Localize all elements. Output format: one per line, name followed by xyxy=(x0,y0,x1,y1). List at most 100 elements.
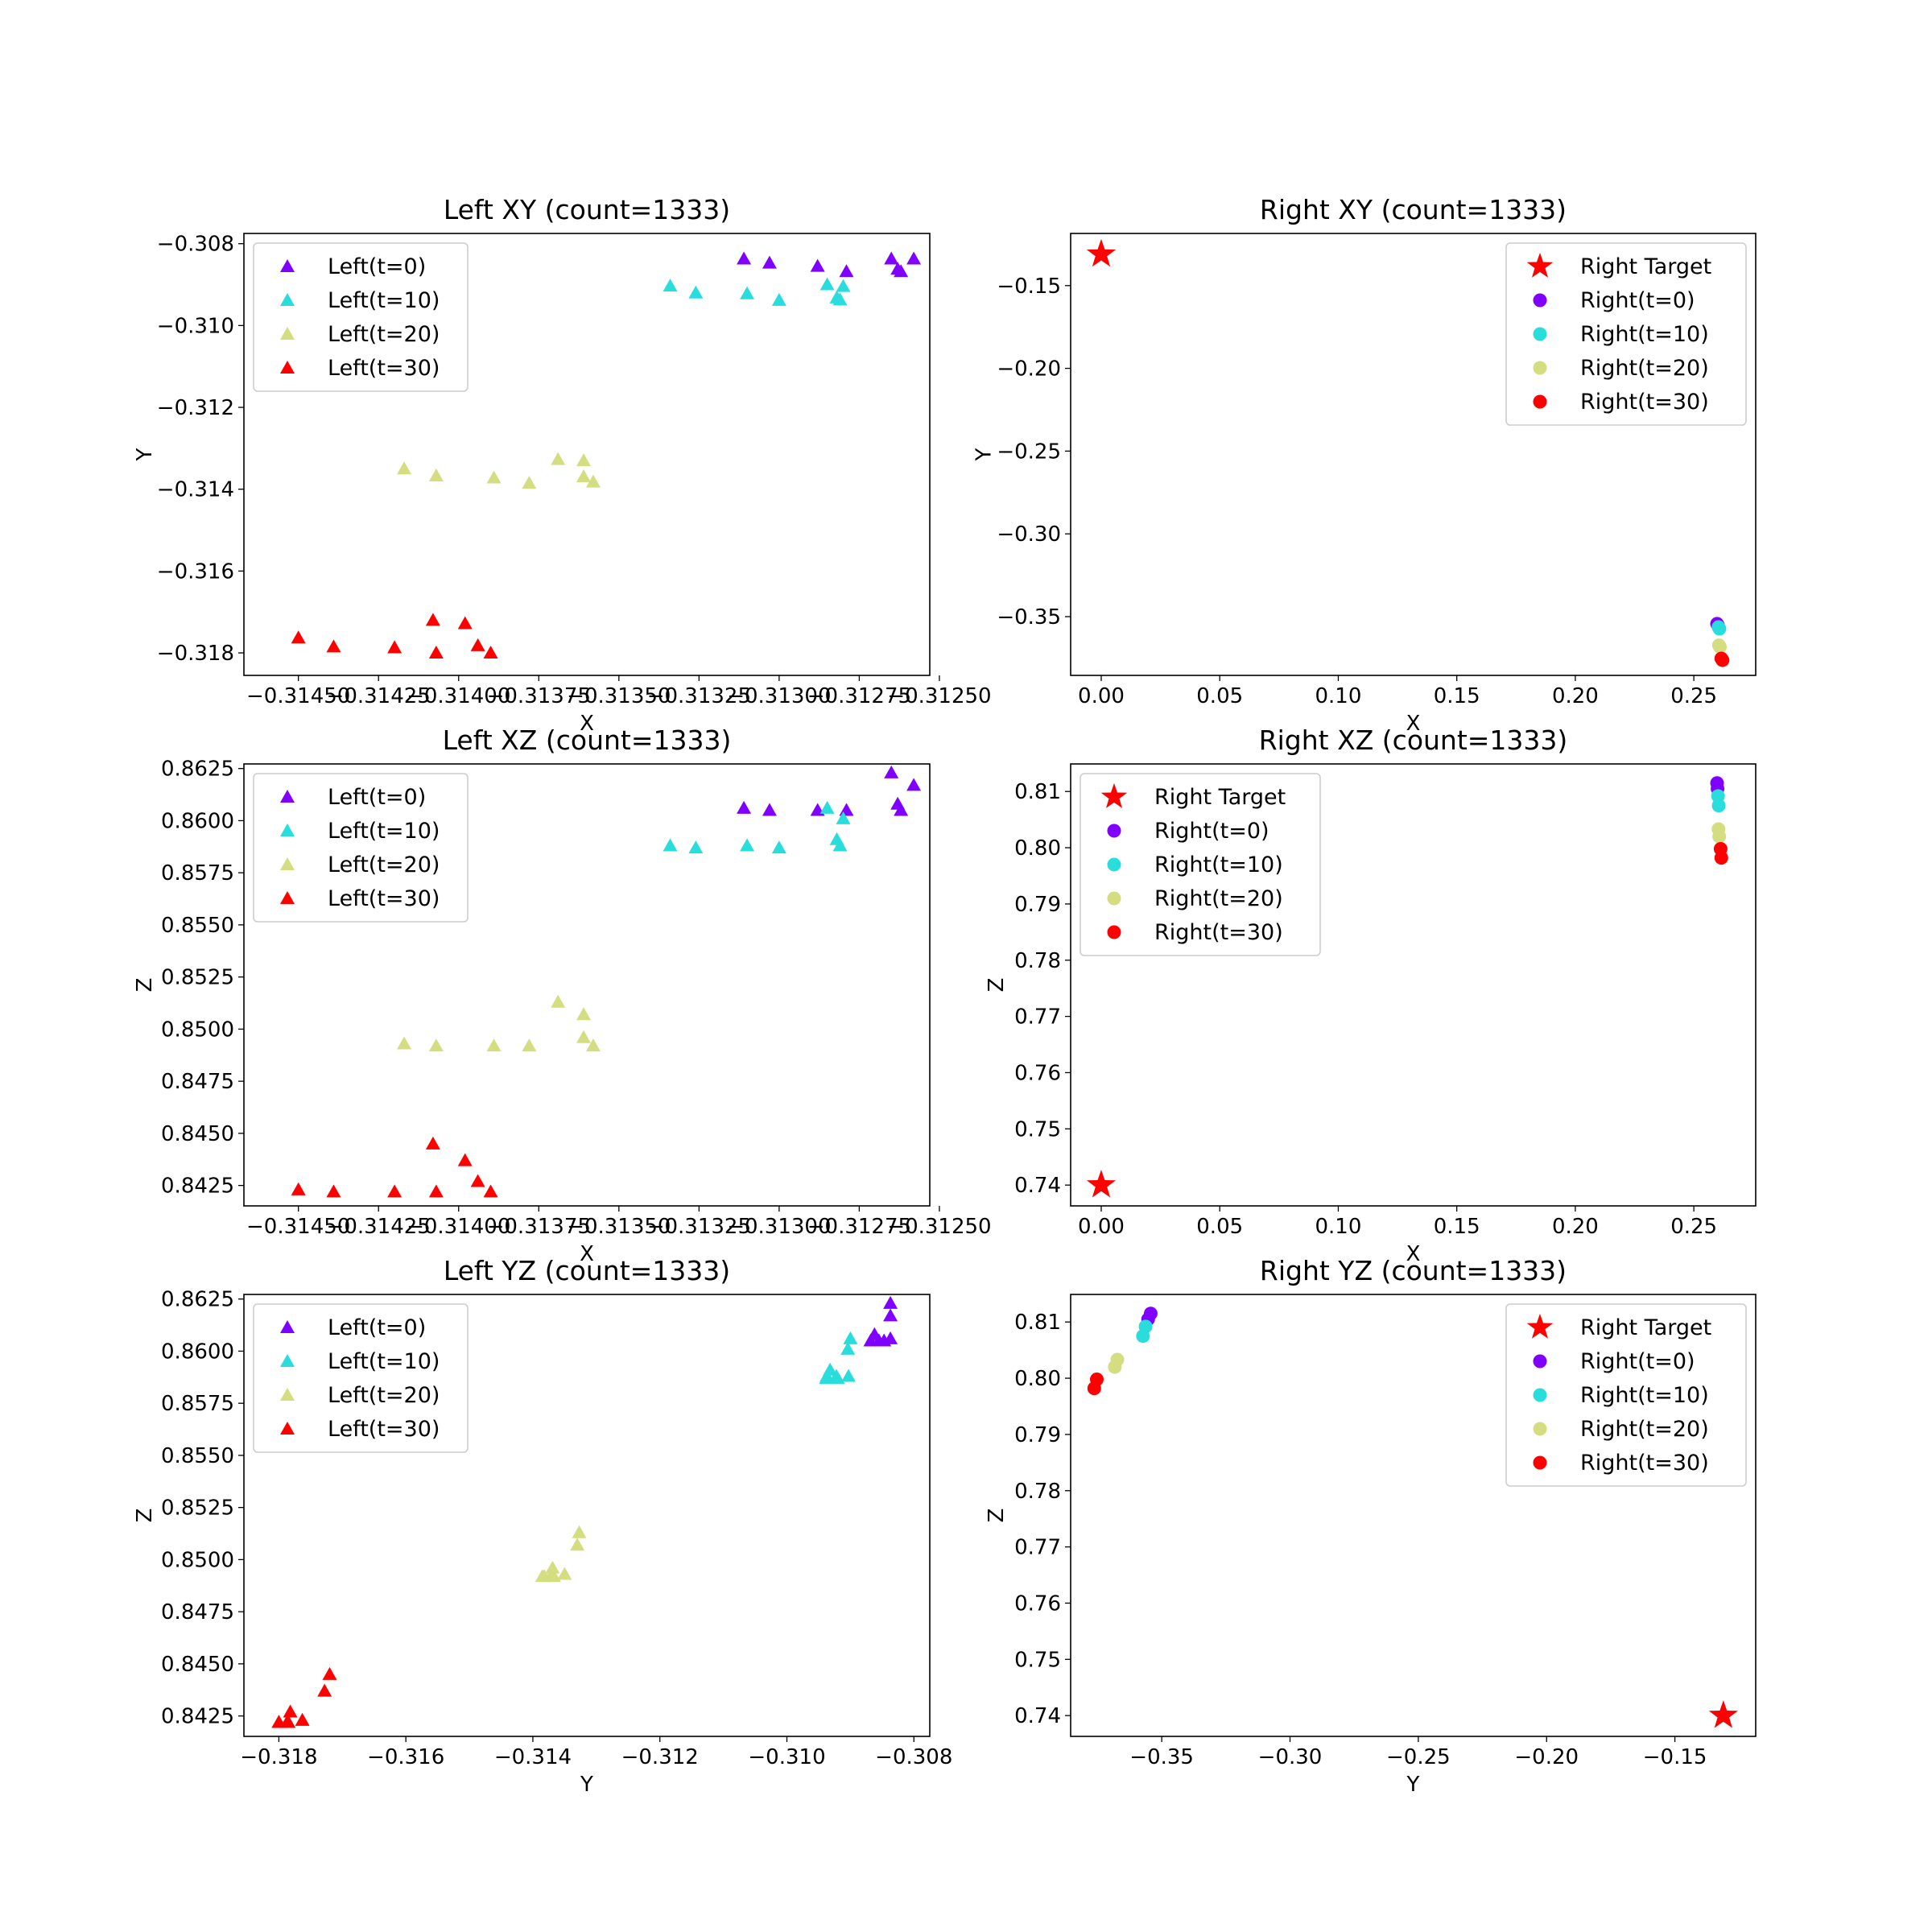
legend-label: Left(t=10) xyxy=(328,288,440,313)
legend: Right Target Right(t=0) Right(t=10) Right(t… xyxy=(1505,1303,1747,1487)
legend-marker xyxy=(280,259,295,273)
x-tick-label: 0.00 xyxy=(1078,1215,1125,1239)
legend-label: Right Target xyxy=(1580,1315,1711,1340)
data-point xyxy=(271,1715,287,1728)
legend-marker xyxy=(280,293,295,307)
x-tick-label: −0.20 xyxy=(1514,1745,1579,1769)
legend-marker xyxy=(1533,361,1547,375)
data-point xyxy=(1715,653,1730,667)
data-point xyxy=(819,277,835,291)
panel-left-xz: −0.31450−0.31425−0.31400−0.31375−0.31350… xyxy=(133,724,992,1266)
series-3-left-xy xyxy=(291,613,498,659)
x-tick-label: 0.05 xyxy=(1196,684,1243,708)
series-3-right-xz xyxy=(1711,822,1727,844)
series-3-left-yz xyxy=(271,1666,337,1728)
data-point xyxy=(522,1038,537,1052)
legend-box xyxy=(1505,242,1747,426)
y-tick-label: 0.8450 xyxy=(161,1653,234,1677)
data-point xyxy=(322,1666,337,1680)
y-tick-label: −0.312 xyxy=(157,396,234,420)
x-tick-label: 0.10 xyxy=(1315,1215,1362,1239)
y-tick-label: 0.8525 xyxy=(161,966,234,990)
data-point xyxy=(740,286,755,299)
data-point xyxy=(883,1295,898,1309)
x-tick-label: −0.31450 xyxy=(246,1215,350,1239)
panel-title: Left XZ (count=1333) xyxy=(443,724,732,756)
x-tick-label: −0.31250 xyxy=(887,1215,991,1239)
data-point xyxy=(551,994,566,1008)
y-axis-label: Y xyxy=(972,448,997,461)
legend-label: Right(t=30) xyxy=(1580,1451,1709,1476)
legend: Right Target Right(t=0) Right(t=10) Right(t… xyxy=(1505,242,1747,426)
y-tick-label: 0.79 xyxy=(1014,1423,1061,1447)
data-point xyxy=(841,1368,857,1382)
series-2-right-yz xyxy=(1136,1319,1153,1344)
y-tick-label: 0.77 xyxy=(1014,1536,1061,1560)
y-tick-label: 0.8625 xyxy=(161,1288,234,1312)
legend-marker xyxy=(280,361,295,374)
y-tick-label: 0.8575 xyxy=(161,861,234,886)
x-tick-label: −0.308 xyxy=(875,1745,952,1769)
legend-label: Right(t=0) xyxy=(1580,288,1695,313)
x-tick-label: −0.31425 xyxy=(327,1215,431,1239)
legend-marker xyxy=(1533,1422,1547,1436)
legend-label: Right(t=20) xyxy=(1154,886,1283,911)
data-point xyxy=(317,1683,332,1697)
y-tick-label: −0.310 xyxy=(157,314,234,338)
data-point xyxy=(486,1038,502,1052)
legend-label: Right(t=10) xyxy=(1154,852,1283,877)
data-point xyxy=(326,1184,341,1198)
y-axis-label: Y xyxy=(133,448,157,461)
series-4-right-yz xyxy=(1087,1372,1104,1396)
y-tick-label: 0.8500 xyxy=(161,1548,234,1572)
x-tick-label: −0.316 xyxy=(367,1745,444,1769)
data-point xyxy=(832,292,848,306)
legend-marker xyxy=(280,790,295,803)
legend-marker xyxy=(1100,782,1128,808)
legend-marker xyxy=(280,891,295,905)
data-point xyxy=(387,1184,402,1198)
series-0-left-xy xyxy=(737,251,922,278)
legend-label: Left(t=20) xyxy=(328,322,440,347)
y-tick-label: 0.8600 xyxy=(161,1340,234,1364)
data-point xyxy=(483,1184,498,1198)
x-tick-label: −0.31325 xyxy=(647,684,751,708)
x-tick-label: −0.31325 xyxy=(647,1215,751,1239)
data-point xyxy=(387,640,402,654)
x-tick-label: −0.15 xyxy=(1643,1745,1707,1769)
y-tick-label: 0.8475 xyxy=(161,1600,234,1624)
legend-label: Right(t=10) xyxy=(1580,322,1709,347)
y-tick-label: 0.8550 xyxy=(161,914,234,938)
series-1-left-yz xyxy=(819,1331,858,1385)
legend-marker xyxy=(280,1354,295,1368)
y-tick-label: −0.314 xyxy=(157,478,234,502)
data-point xyxy=(570,1538,585,1551)
y-tick-label: 0.8475 xyxy=(161,1070,234,1094)
x-axis-label: Y xyxy=(580,1773,593,1797)
y-tick-label: 0.76 xyxy=(1014,1591,1061,1616)
legend-label: Left(t=20) xyxy=(328,852,440,877)
data-point xyxy=(740,838,755,852)
legend-label: Left(t=30) xyxy=(328,886,440,911)
axes-frame xyxy=(1070,1294,1757,1737)
data-point xyxy=(906,251,922,265)
legend-marker xyxy=(1533,1388,1547,1402)
data-point xyxy=(545,1560,560,1574)
data-point xyxy=(551,452,566,465)
data-point xyxy=(428,646,444,659)
y-tick-label: 0.75 xyxy=(1014,1648,1061,1672)
x-tick-label: −0.310 xyxy=(748,1745,825,1769)
y-tick-label: 0.8425 xyxy=(161,1174,234,1199)
x-tick-label: −0.25 xyxy=(1386,1745,1451,1769)
data-point xyxy=(819,800,835,814)
data-point xyxy=(1714,851,1728,865)
legend: Right Target Right(t=0) Right(t=10) Right(t… xyxy=(1080,773,1321,956)
data-point xyxy=(663,838,678,852)
data-point xyxy=(397,461,412,475)
data-point xyxy=(836,279,851,292)
legend-marker xyxy=(280,1320,295,1334)
y-tick-label: 0.74 xyxy=(1014,1704,1061,1728)
x-tick-label: 0.25 xyxy=(1670,1215,1717,1239)
data-point xyxy=(663,279,678,292)
data-point xyxy=(1108,1360,1122,1374)
